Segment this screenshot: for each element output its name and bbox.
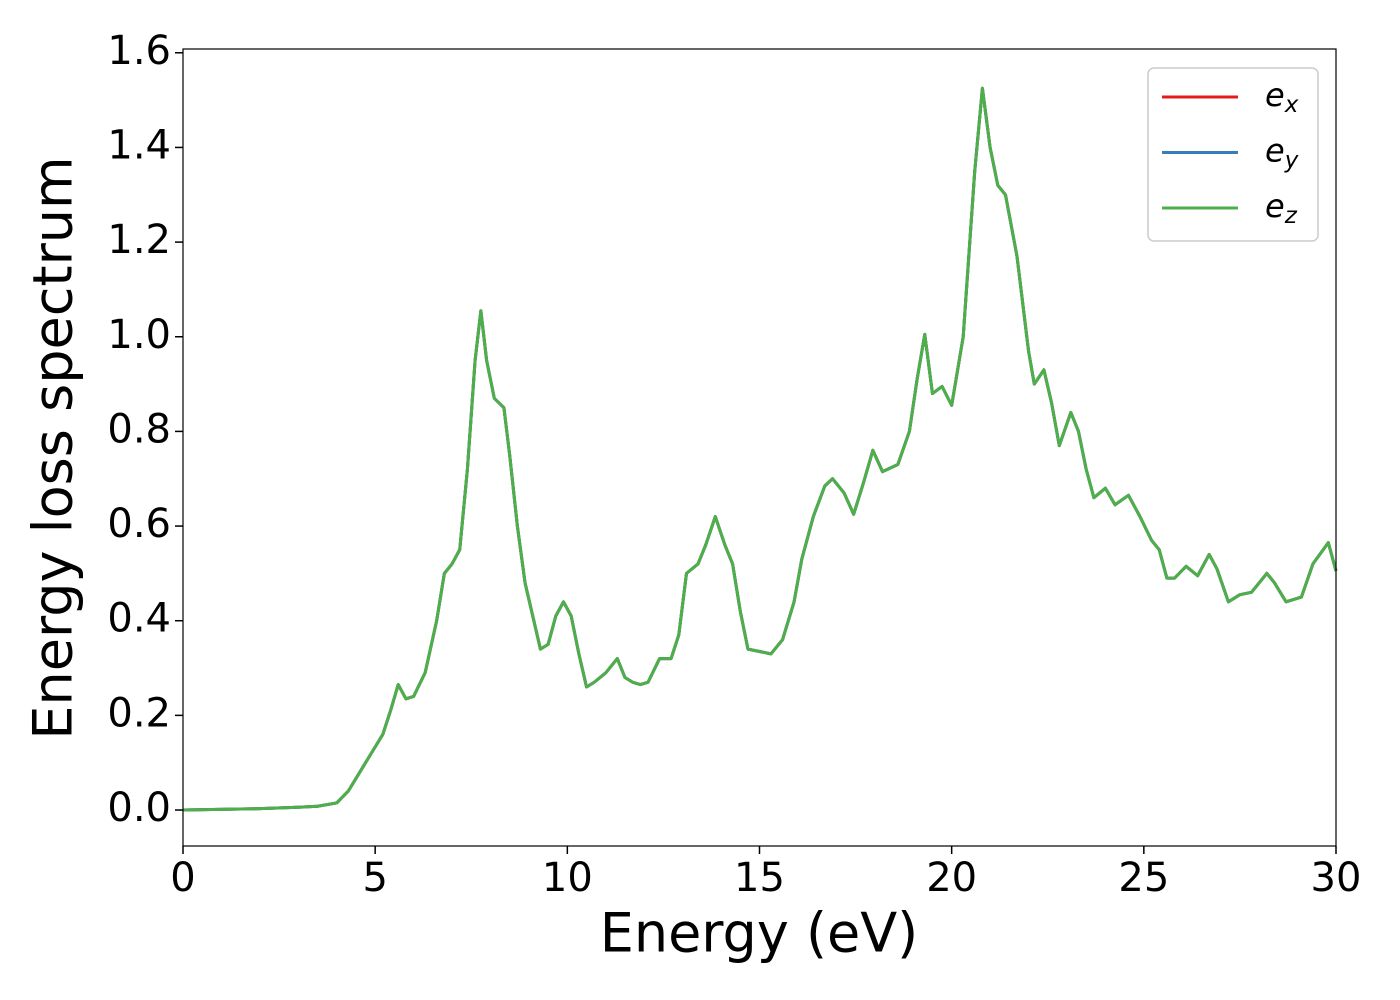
legend-label: ex <box>1265 76 1299 118</box>
y-tick-label: 0.2 <box>107 690 171 736</box>
y-tick-label: 0.6 <box>107 501 171 547</box>
x-tick-label: 25 <box>1118 855 1169 901</box>
y-tick-label: 0.4 <box>107 596 171 642</box>
legend-box <box>1147 67 1319 242</box>
legend-label: ey <box>1265 132 1299 174</box>
y-tick-label: 0.8 <box>107 406 171 452</box>
x-axis-label: Energy (eV) <box>600 902 919 965</box>
x-tick-label: 20 <box>926 855 977 901</box>
y-tick-label: 0.0 <box>107 785 171 831</box>
x-tick-label: 0 <box>170 855 195 901</box>
x-tick-label: 15 <box>734 855 785 901</box>
x-tick-label: 5 <box>362 855 387 901</box>
y-tick-label: 1.0 <box>107 312 171 358</box>
plot-frame <box>182 48 1337 847</box>
legend-label: ez <box>1265 187 1298 229</box>
y-tick-label: 1.4 <box>107 122 171 168</box>
y-tick-label: 1.2 <box>107 217 171 263</box>
series-line <box>182 86 1338 812</box>
y-tick-label: 1.6 <box>107 28 171 74</box>
x-tick-label: 30 <box>1311 855 1362 901</box>
y-axis-label: Energy loss spectrum <box>22 156 85 739</box>
x-tick-label: 10 <box>542 855 593 901</box>
